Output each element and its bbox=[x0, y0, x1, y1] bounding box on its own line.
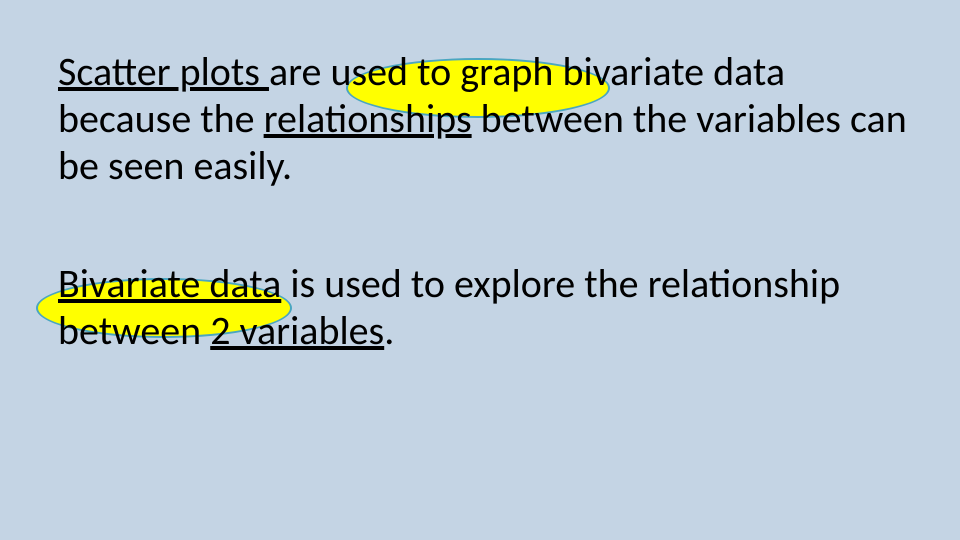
term-two-variables: 2 variables bbox=[210, 306, 384, 355]
slide: Scatter plots are used to graph bivariat… bbox=[0, 0, 960, 540]
paragraph-1: Scatter plots are used to graph bivariat… bbox=[58, 48, 908, 190]
term-bivariate-data: Bivariate data bbox=[58, 259, 281, 308]
term-relationships: relationships bbox=[264, 94, 472, 143]
paragraph-2: Bivariate data is used to explore the re… bbox=[58, 260, 908, 354]
term-scatter-plots: Scatter plots bbox=[58, 47, 269, 96]
text-run: . bbox=[384, 306, 394, 355]
